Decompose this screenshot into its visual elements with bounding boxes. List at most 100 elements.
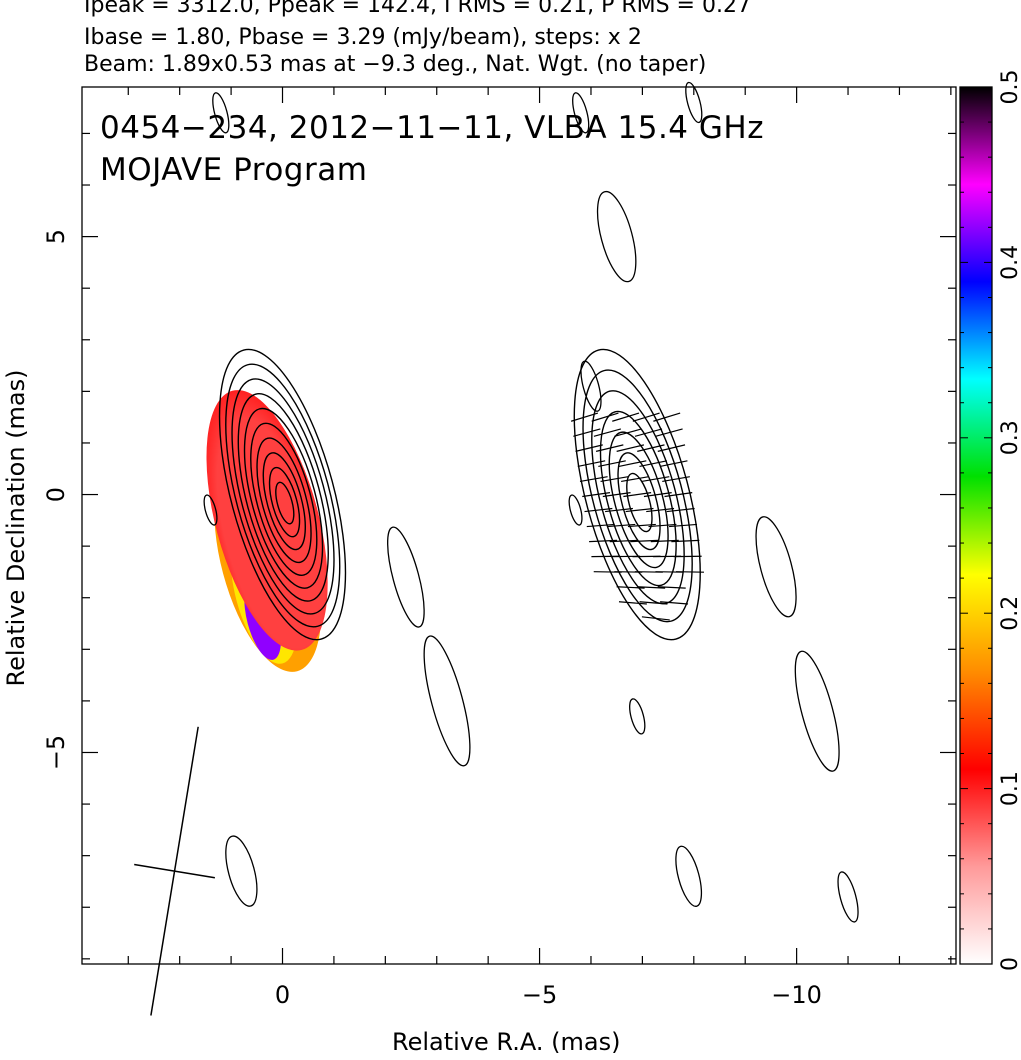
colorbar-tick-label: 0 — [998, 957, 1021, 971]
noise-contour — [675, 845, 703, 907]
evpa-tick — [639, 460, 668, 467]
axes-ticks: 0 −5 −10 5 0 −5 — [42, 87, 956, 1009]
evpa-tick — [607, 523, 636, 528]
stokes-i-contour — [218, 348, 347, 641]
evpa-tick — [671, 539, 700, 543]
evpa-tick — [598, 460, 626, 467]
evpa-tick — [614, 428, 642, 437]
evpa-tick — [625, 507, 654, 513]
noise-contour — [212, 92, 230, 134]
evpa-tick — [618, 601, 647, 605]
evpa-tick — [609, 539, 638, 543]
evpa-tick — [593, 428, 622, 437]
stokes-i-contour — [237, 393, 329, 602]
polarized-intensity-contour — [617, 452, 661, 551]
y-axis-label: Relative Declination (mas) — [2, 369, 30, 687]
colorbar-tick-label: 0.3 — [998, 420, 1021, 455]
plot-frame — [81, 86, 957, 965]
evpa-tick — [637, 586, 666, 589]
polarized-intensity-contour — [599, 410, 677, 587]
noise-contour — [423, 635, 471, 767]
evpa-tick — [621, 476, 649, 483]
evpa-tick — [627, 523, 656, 528]
stokes-i-contour — [250, 422, 318, 577]
noise-contour — [685, 81, 703, 124]
evpa-tick — [618, 460, 647, 467]
colorbar-tick-label: 0.2 — [998, 596, 1021, 631]
evpa-tick — [602, 492, 631, 498]
colorbar-tick-label: 0.5 — [998, 70, 1021, 105]
evpa-tick — [664, 492, 693, 498]
evpa-tick — [584, 507, 613, 513]
evpa-tick — [662, 476, 690, 483]
colorbar-tick-label: 0.1 — [998, 771, 1021, 806]
evpa-tick — [653, 412, 681, 422]
stokes-i-contour — [243, 407, 324, 589]
program-annotation: MOJAVE Program — [100, 152, 368, 188]
evpa-tick — [660, 601, 689, 605]
x-axis-label: Relative R.A. (mas) — [392, 1028, 621, 1056]
x-tick-label: −5 — [522, 981, 557, 1009]
evpa-tick — [637, 444, 665, 452]
evpa-tick — [657, 586, 686, 589]
noise-contour — [596, 190, 637, 283]
evpa-tick — [616, 586, 645, 589]
evpa-tick — [641, 616, 670, 621]
evpa-tick — [575, 444, 603, 452]
polarized-intensity-contour — [591, 390, 685, 605]
evpa-tick — [666, 507, 695, 513]
polarized-intensity-contour — [582, 369, 693, 623]
evpa-tick — [586, 523, 615, 528]
source-annotation: 0454−234, 2012−11−11, VLBA 15.4 GHz — [100, 110, 764, 146]
colorbar-fill — [959, 86, 993, 965]
stokes-i-contour — [275, 481, 295, 525]
evpa-tick — [600, 476, 629, 483]
colorbar: 0 0.1 0.2 0.3 0.4 0.5 — [959, 70, 1021, 971]
evpa-tick — [650, 539, 679, 543]
evpa-tick — [573, 428, 601, 437]
evpa-tick — [591, 412, 619, 422]
evpa-tick — [605, 507, 633, 513]
header-line-peak-rms: Ipeak = 3312.0, Ppeak = 142.4, I RMS = 0… — [84, 0, 751, 18]
evpa-tick — [616, 444, 645, 452]
evpa-tick — [630, 539, 659, 543]
noise-contour — [580, 360, 602, 412]
stokes-i-contour — [262, 452, 306, 551]
x-tick-label: 0 — [275, 981, 290, 1009]
noise-contour — [387, 526, 425, 628]
noise-contour — [225, 835, 258, 907]
noise-contour — [837, 871, 859, 923]
beam-marker — [134, 726, 215, 1016]
evpa-tick — [646, 507, 675, 513]
noise-contour — [572, 92, 590, 134]
polarized-intensity-contour — [573, 348, 701, 641]
noise-contour — [755, 516, 797, 618]
stokes-i-contour — [225, 363, 341, 628]
stokes-i-contour — [231, 378, 335, 615]
noise-contour — [568, 494, 583, 526]
evpa-tick — [648, 523, 677, 528]
evpa-tick — [632, 412, 660, 422]
x-tick-label: −10 — [771, 981, 822, 1009]
evpa-tick — [643, 492, 672, 498]
evpa-tick — [582, 492, 611, 498]
evpa-tick — [655, 428, 683, 437]
contour-layer — [203, 81, 859, 923]
evpa-tick — [669, 523, 698, 528]
stokes-i-contour — [256, 437, 312, 564]
evpa-tick — [623, 492, 652, 498]
evpa-tick — [639, 601, 668, 605]
evpa-tick — [595, 444, 624, 452]
polarized-intensity-contour — [626, 472, 653, 533]
evpa-tick — [634, 428, 663, 437]
evpa-tick — [659, 460, 688, 467]
colorbar-tick-label: 0.4 — [998, 245, 1021, 280]
evpa-tick — [657, 444, 686, 452]
evpa-tick — [570, 412, 599, 422]
header-line-base-steps: Ibase = 1.80, Pbase = 3.29 (mJy/beam), s… — [84, 25, 642, 50]
evpa-tick — [612, 412, 640, 422]
y-tick-label: 0 — [42, 487, 70, 502]
header-line-beam: Beam: 1.89x0.53 mas at −9.3 deg., Nat. W… — [84, 52, 707, 77]
y-tick-label: −5 — [42, 735, 70, 770]
